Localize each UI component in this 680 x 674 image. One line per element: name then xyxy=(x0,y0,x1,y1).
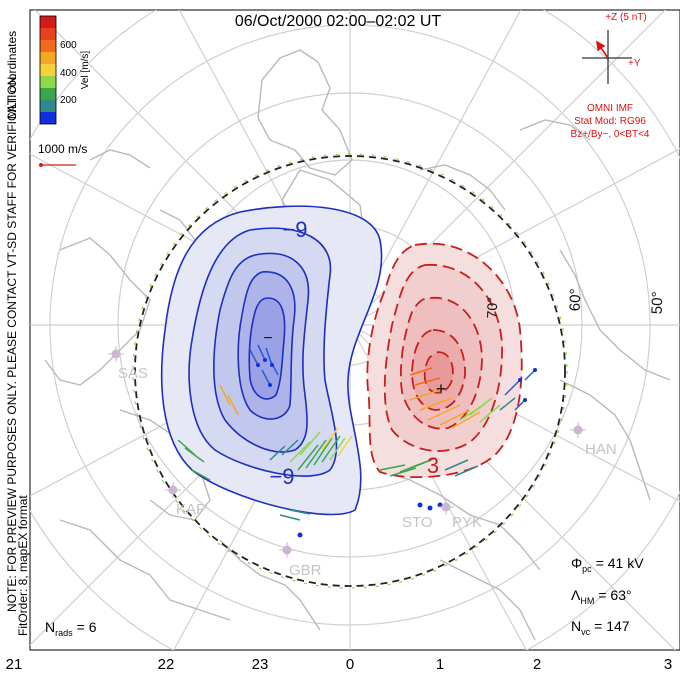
lat-label-70: 70° xyxy=(484,297,501,319)
station-sas-marker xyxy=(108,346,124,362)
colorbar-label: Vel [m/s] xyxy=(80,51,91,90)
station-sto-marker xyxy=(438,499,454,515)
velocity-vectors xyxy=(177,344,536,521)
fit-order-label: FitOrder: 8, mapEX format xyxy=(16,495,30,636)
velocity-colorbar: 600 400 200 Vel [m/s] xyxy=(39,15,91,125)
imf-clock: +Z (5 nT) +Y OMNI IMF Stat Mod: RG96 Bz+… xyxy=(571,12,650,140)
stat-lambda-hm: ΛHM = 63° xyxy=(571,587,632,606)
station-label-kap: KAP xyxy=(176,501,206,518)
potential-minimum-marker: − xyxy=(263,330,272,347)
imf-vector-arrow xyxy=(596,40,609,59)
scale-vector-label: 1000 m/s xyxy=(38,142,87,156)
mlt-label-1: 1 xyxy=(436,656,444,673)
scale-vector: 1000 m/s xyxy=(38,142,87,167)
station-label-han: HAN xyxy=(585,441,617,458)
contour-label-positive: 3 xyxy=(427,453,439,478)
radar-stations xyxy=(108,346,586,558)
mlt-label-2: 2 xyxy=(533,656,541,673)
map-statistics: Φpc = 41 kV ΛHM = 63° Nvc = 147 Nrads = 6 xyxy=(45,555,644,638)
model-label-2: Bz+/By−, 0<BT<4 xyxy=(571,129,650,140)
mlt-label-0: 0 xyxy=(346,656,354,673)
station-han-marker xyxy=(570,422,586,438)
station-gbr-marker xyxy=(279,542,295,558)
station-label-pyk: PYK xyxy=(452,514,482,531)
stat-nrads: Nrads = 6 xyxy=(45,619,97,638)
vector-origins xyxy=(256,358,537,538)
imf-source-label: OMNI IMF xyxy=(587,103,633,114)
stat-phi-pc: Φpc = 41 kV xyxy=(571,555,644,574)
lat-label-60: 60° xyxy=(567,288,585,311)
map-title: 06/Oct/2000 02:00–02:02 UT xyxy=(235,13,442,30)
coordinate-system-label: MLT coordinates xyxy=(5,31,19,119)
mlt-label-22: 22 xyxy=(158,656,175,673)
imf-z-label: +Z (5 nT) xyxy=(605,12,646,23)
potential-maximum-marker: + xyxy=(436,379,447,399)
station-kap-marker xyxy=(165,482,181,498)
mlt-label-3: 3 xyxy=(664,656,672,673)
negative-convection-cell: − xyxy=(160,205,383,516)
colorbar-tick-200: 200 xyxy=(60,95,77,106)
colorbar-tick-400: 400 xyxy=(60,68,77,79)
mlt-label-21: 21 xyxy=(6,656,23,673)
preview-note: NOTE: FOR PREVIEW PURPOSES ONLY. PLEASE … xyxy=(5,73,19,612)
model-label-1: Stat Mod: RG96 xyxy=(574,116,646,127)
imf-y-label: +Y xyxy=(628,58,641,69)
stat-nvc: Nvc = 147 xyxy=(571,618,630,637)
positive-convection-cell: + xyxy=(366,242,523,479)
heppner-maynard-boundary xyxy=(134,155,566,587)
mlt-label-23: 23 xyxy=(252,656,269,673)
hmb-model-vectors xyxy=(132,153,568,589)
colorbar-tick-600: 600 xyxy=(60,40,77,51)
contour-label-negative-bottom: −9 xyxy=(269,464,294,489)
mlt-axis: 21 22 23 0 1 2 3 xyxy=(6,656,673,673)
station-label-sas: SAS xyxy=(118,365,148,382)
lat-label-50: 50° xyxy=(649,291,667,314)
station-label-sto: STO xyxy=(402,514,433,531)
station-label-gbr: GBR xyxy=(289,562,322,579)
station-labels: SAS KAP GBR STO PYK HAN xyxy=(118,365,617,579)
contour-label-negative-top: −9 xyxy=(282,217,307,242)
